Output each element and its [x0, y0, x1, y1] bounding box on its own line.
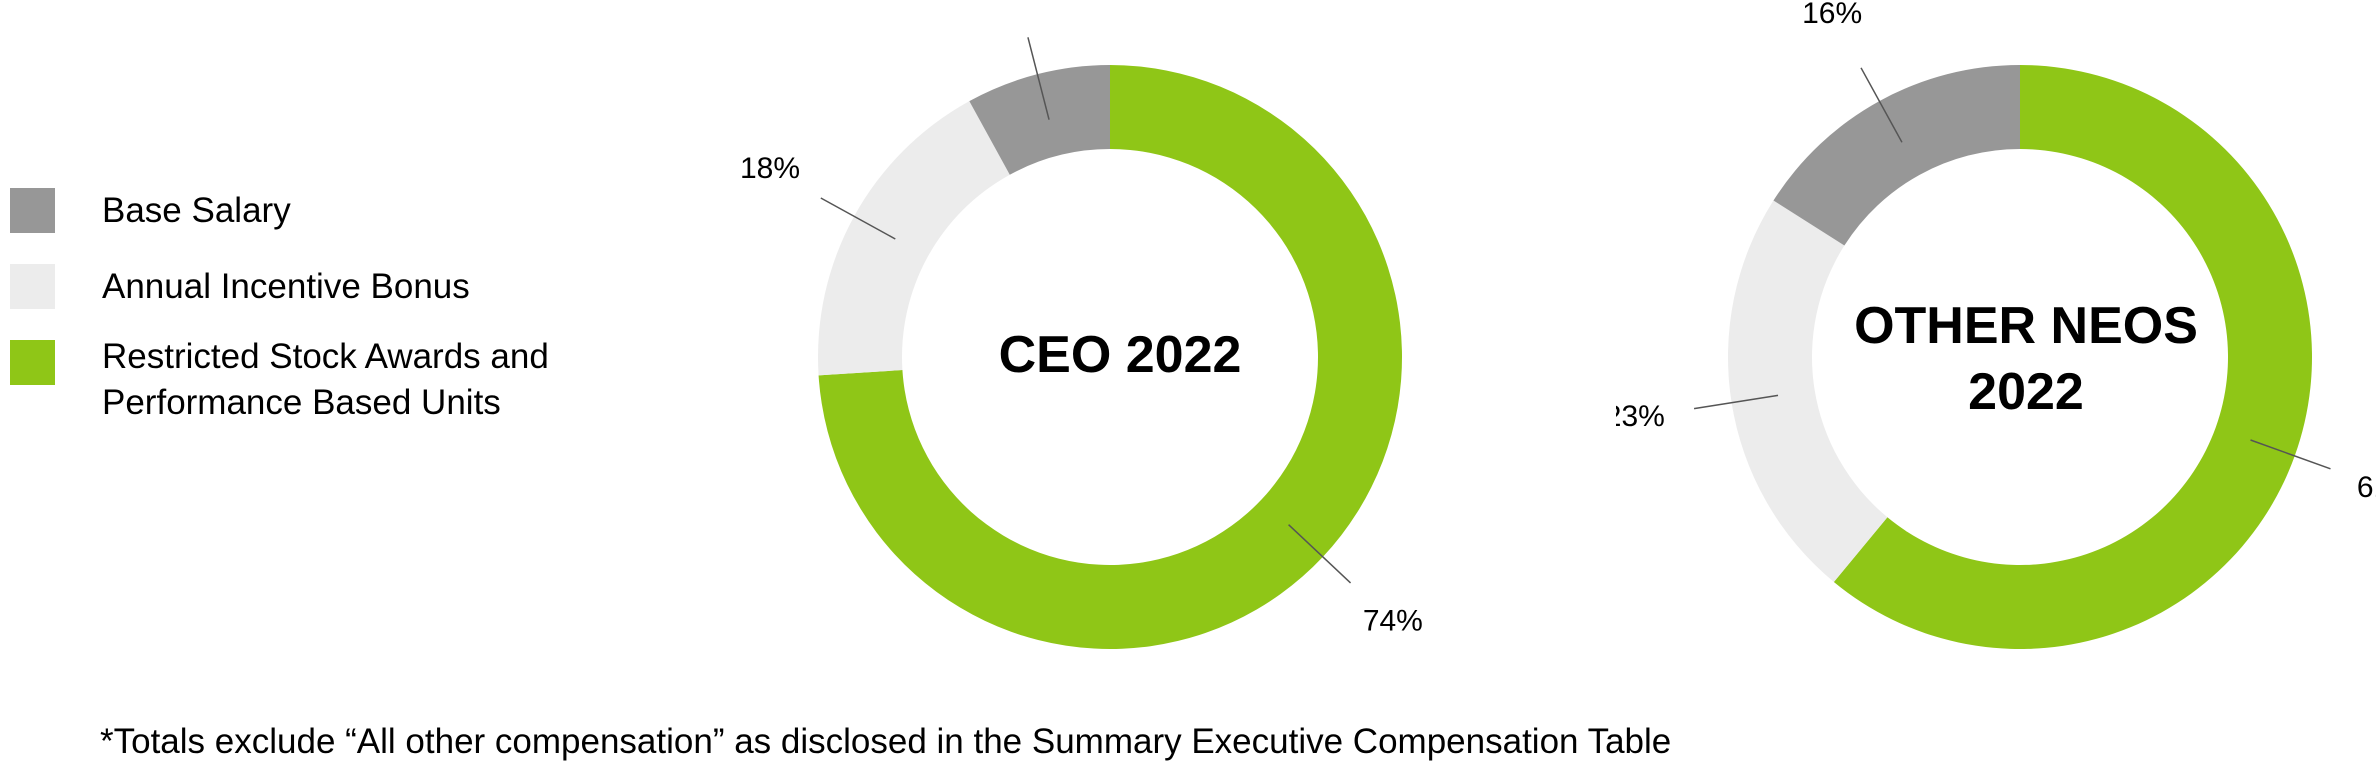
other-neos-center-title: OTHER NEOS 2022: [1816, 293, 2236, 425]
other-neos-slice-restricted-stock-awards-and-performance-based-units: [1833, 65, 2312, 649]
ceo-donut-chart: 74%18%8% CEO 2022: [740, 0, 1500, 680]
legend-swatch-restricted-stock: [10, 340, 55, 385]
legend-label-restricted-stock-line2: Performance Based Units: [102, 383, 501, 422]
other-neos-slice-label-restricted-stock-awards-and-performance-based-units: 61%: [2357, 471, 2376, 504]
other-neos-donut-chart: 61% 23% 16% OTHER NEOS 2022: [1616, 0, 2376, 680]
legend-label-restricted-stock-line1: Restricted Stock Awards and: [102, 337, 549, 376]
footnote: *Totals exclude “All other compensation”…: [100, 722, 1672, 761]
ceo-donut-svg: 74%18%8%: [740, 37, 1423, 649]
ceo-center-title-line1: CEO 2022: [998, 326, 1242, 384]
ceo-slice-base-salary: [969, 65, 1110, 175]
ceo-slice-label-restricted-stock-awards-and-performance-based-units: 74%: [1363, 605, 1423, 638]
other-neos-leader-line-annual-incentive-bonus: [1693, 394, 1779, 410]
other-neos-leader-line-base-salary: [1860, 67, 1903, 143]
other-neos-leader-line-restricted-stock-awards-and-performance-based-units: [2250, 439, 2331, 470]
ceo-leader-line-base-salary: [1027, 37, 1050, 120]
legend-label-base-salary: Base Salary: [102, 191, 291, 230]
ceo-leader-line-restricted-stock-awards-and-performance-based-units: [1288, 524, 1352, 584]
ceo-slice-label-annual-incentive-bonus: 18%: [740, 152, 800, 185]
other-neos-slice-annual-incentive-bonus: [1728, 200, 1888, 582]
other-neos-center-title-line1: OTHER NEOS: [1854, 297, 2198, 355]
ceo-slice-annual-incentive-bonus: [818, 101, 1010, 376]
legend-swatch-base-salary: [10, 188, 55, 233]
ceo-leader-line-annual-incentive-bonus: [820, 197, 896, 240]
other-neos-slice-label-base-salary: 16%: [1802, 0, 1862, 30]
other-neos-slice-label-annual-incentive-bonus: 23%: [1616, 400, 1665, 433]
other-neos-center-title-line2: 2022: [1968, 363, 2084, 421]
legend-label-annual-incentive-bonus: Annual Incentive Bonus: [102, 267, 470, 306]
ceo-center-title: CEO 2022: [920, 322, 1320, 388]
other-neos-donut-svg: 61% 23% 16%: [1616, 0, 2376, 649]
legend-swatch-annual-incentive-bonus: [10, 264, 55, 309]
other-neos-slice-base-salary: [1773, 65, 2020, 246]
